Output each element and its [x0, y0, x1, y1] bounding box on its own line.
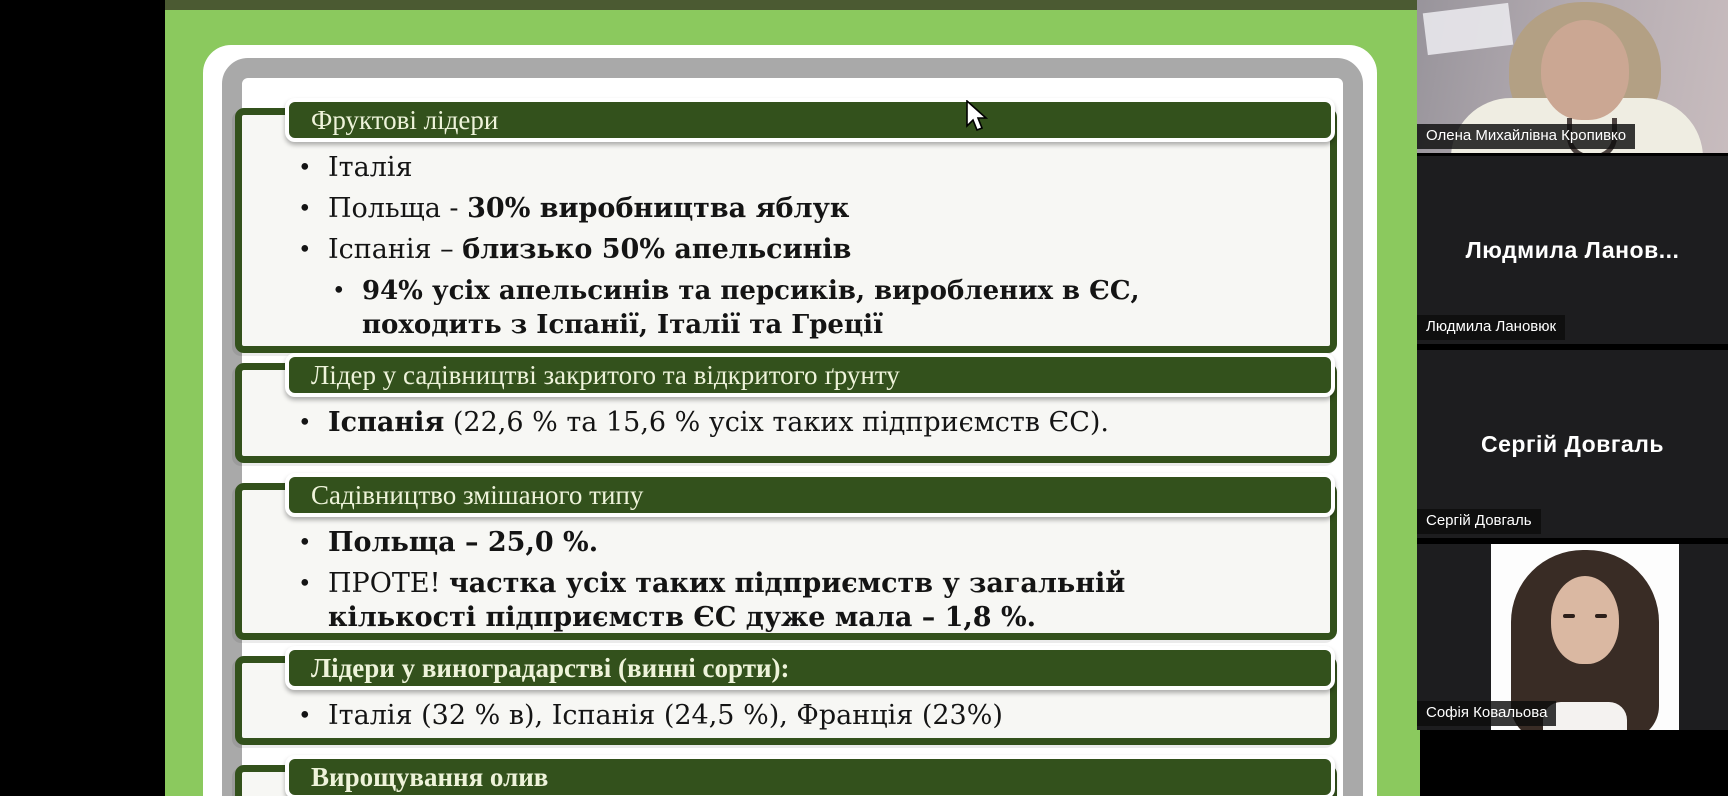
bullet-marker: •	[298, 196, 312, 222]
participants-sidebar: Олена Михайлівна Кропивко Людмила Ланов.…	[1417, 0, 1728, 796]
eye-left	[1563, 614, 1575, 618]
section-header: Вирощування олив	[285, 755, 1335, 796]
participant-big-name: Сергій Довгаль	[1481, 430, 1664, 457]
participant-tile-name[interactable]: Сергій Довгаль Сергій Довгаль	[1417, 350, 1728, 538]
bullet-item: • Італія	[298, 152, 413, 183]
eye-right	[1595, 614, 1607, 618]
participant-shirt	[1543, 702, 1627, 730]
bullet-marker: •	[298, 410, 312, 436]
bullet-marker: •	[298, 155, 312, 181]
bullet-item: • Іспанія (22,6 % та 15,6 % усіх таких пі…	[298, 407, 1110, 438]
section-header: Лідер у садівництві закритого та відкрит…	[285, 353, 1335, 397]
participant-name-chip: Софія Ковальова	[1417, 701, 1557, 726]
bullet-item: • Польща - 30% виробництва яблук	[298, 193, 850, 224]
participant-tile-name[interactable]: Людмила Ланов... Людмила Лановюк	[1417, 156, 1728, 344]
participant-tile-video[interactable]: Олена Михайлівна Кропивко	[1417, 0, 1728, 153]
bullet-item: • ПРОТЕ! частка усіх таких підприємств у …	[298, 568, 1126, 633]
bullet-item: • Іспанія – близько 50% апельсинів	[298, 234, 852, 265]
participant-face	[1541, 20, 1629, 120]
bullet-marker: •	[298, 571, 312, 597]
participant-face	[1551, 576, 1619, 664]
wall-paper-decor	[1422, 2, 1514, 56]
green-edge-strip	[1417, 730, 1420, 796]
bullet-item: • 94% усіх апельсинів та персиків, виробл…	[332, 276, 1140, 340]
participant-name-chip: Сергій Довгаль	[1417, 509, 1541, 534]
bullet-marker: •	[298, 530, 312, 556]
section-header: Садівництво змішаного типу	[285, 473, 1335, 517]
bullet-marker: •	[298, 237, 312, 263]
bullet-item: • Польща – 25,0 %.	[298, 527, 599, 558]
section-header: Лідери у виноградарстві (винні сорти):	[285, 646, 1335, 690]
presentation-slide: • Італія • Польща - 30% виробництва яблук • І…	[203, 45, 1377, 796]
profile-photo	[1491, 544, 1679, 730]
sidebar-footer	[1417, 730, 1728, 796]
participant-name-chip: Олена Михайлівна Кропивко	[1417, 124, 1636, 149]
section-header: Фруктові лідери	[285, 98, 1335, 142]
mouse-cursor	[966, 100, 989, 132]
bullet-marker: •	[298, 703, 312, 729]
slide-sections: • Італія • Польща - 30% виробництва яблук • І…	[235, 45, 1337, 796]
section-box: • Італія • Польща - 30% виробництва яблук • І…	[235, 108, 1337, 353]
participant-name-chip: Людмила Лановюк	[1417, 315, 1566, 340]
participant-tile-photo[interactable]: Софія Ковальова	[1417, 544, 1728, 730]
bullet-item: • Італія (32 % в), Іспанія (24,5 %), Фран…	[298, 700, 1003, 731]
slide-top-strip	[165, 0, 1417, 10]
shared-screen-area: • Італія • Польща - 30% виробництва яблук • І…	[165, 0, 1417, 796]
bullet-marker: •	[332, 278, 346, 304]
participant-big-name: Людмила Ланов...	[1465, 236, 1680, 263]
